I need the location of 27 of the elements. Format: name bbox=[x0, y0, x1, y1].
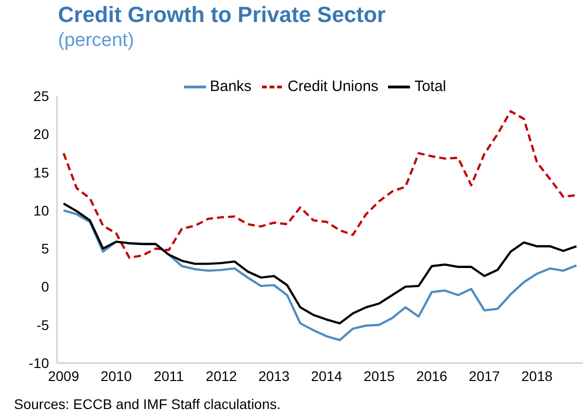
x-tick-label: 2015 bbox=[364, 368, 395, 384]
x-tick-label: 2017 bbox=[468, 368, 500, 384]
line-series bbox=[62, 209, 578, 342]
x-tick-label: 2009 bbox=[48, 368, 80, 384]
x-tick-label: 2013 bbox=[258, 368, 290, 384]
legend-label: Banks bbox=[210, 78, 252, 95]
y-tick-label: 15 bbox=[33, 164, 50, 180]
y-tick-label: -5 bbox=[36, 316, 50, 333]
x-tick-label: 2012 bbox=[206, 368, 238, 384]
chart-subtitle: (percent) bbox=[58, 30, 134, 52]
legend-label: Credit Unions bbox=[288, 78, 378, 95]
y-tick-label: 5 bbox=[41, 240, 50, 257]
source-note: Sources: ECCB and IMF Staff claculations. bbox=[14, 396, 281, 412]
y-tick-label: 10 bbox=[33, 202, 50, 218]
legend-label: Total bbox=[414, 78, 446, 95]
y-tick-label: 25 bbox=[33, 88, 50, 104]
x-tick-label: 2011 bbox=[154, 368, 184, 384]
x-tick-label: 2014 bbox=[310, 368, 342, 384]
y-tick-label: 20 bbox=[33, 126, 50, 142]
line-series bbox=[62, 110, 578, 259]
chart-title: Credit Growth to Private Sector bbox=[58, 2, 386, 28]
x-tick-label: 2016 bbox=[416, 368, 448, 384]
y-tick-label: -10 bbox=[28, 354, 50, 371]
line-series bbox=[62, 202, 578, 324]
x-tick-label: 2018 bbox=[521, 368, 553, 384]
x-tick-label: 2010 bbox=[100, 368, 132, 384]
y-tick-label: 0 bbox=[41, 278, 50, 295]
